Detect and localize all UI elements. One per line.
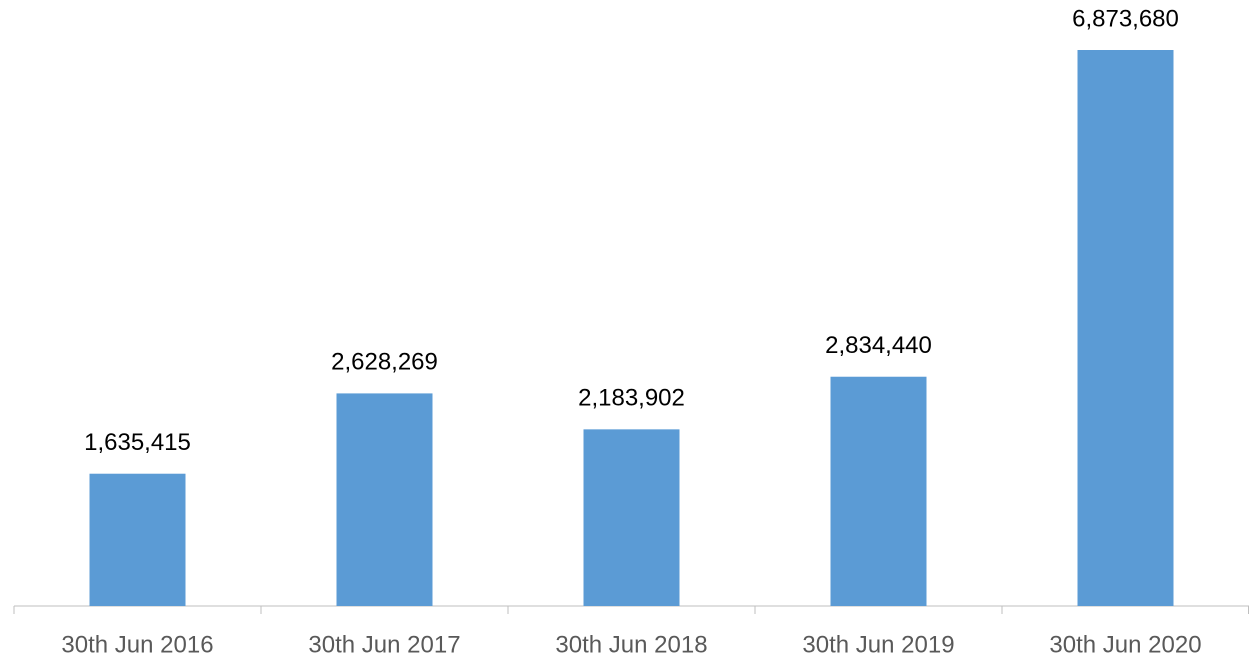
bar <box>89 473 186 606</box>
data-label: 2,183,902 <box>578 385 685 412</box>
data-label: 1,635,415 <box>84 429 191 456</box>
data-label: 6,873,680 <box>1072 5 1179 32</box>
x-tick-label: 30th Jun 2019 <box>802 631 954 658</box>
x-tick-label: 30th Jun 2018 <box>555 631 707 658</box>
x-tick-label: 30th Jun 2017 <box>308 631 460 658</box>
data-label: 2,628,269 <box>331 349 438 376</box>
bar <box>336 393 433 606</box>
data-label: 2,834,440 <box>825 332 932 359</box>
bar <box>583 429 680 606</box>
x-tick-label: 30th Jun 2016 <box>61 631 213 658</box>
bar <box>1077 50 1174 606</box>
x-tick-label: 30th Jun 2020 <box>1049 631 1201 658</box>
bar <box>830 376 927 606</box>
